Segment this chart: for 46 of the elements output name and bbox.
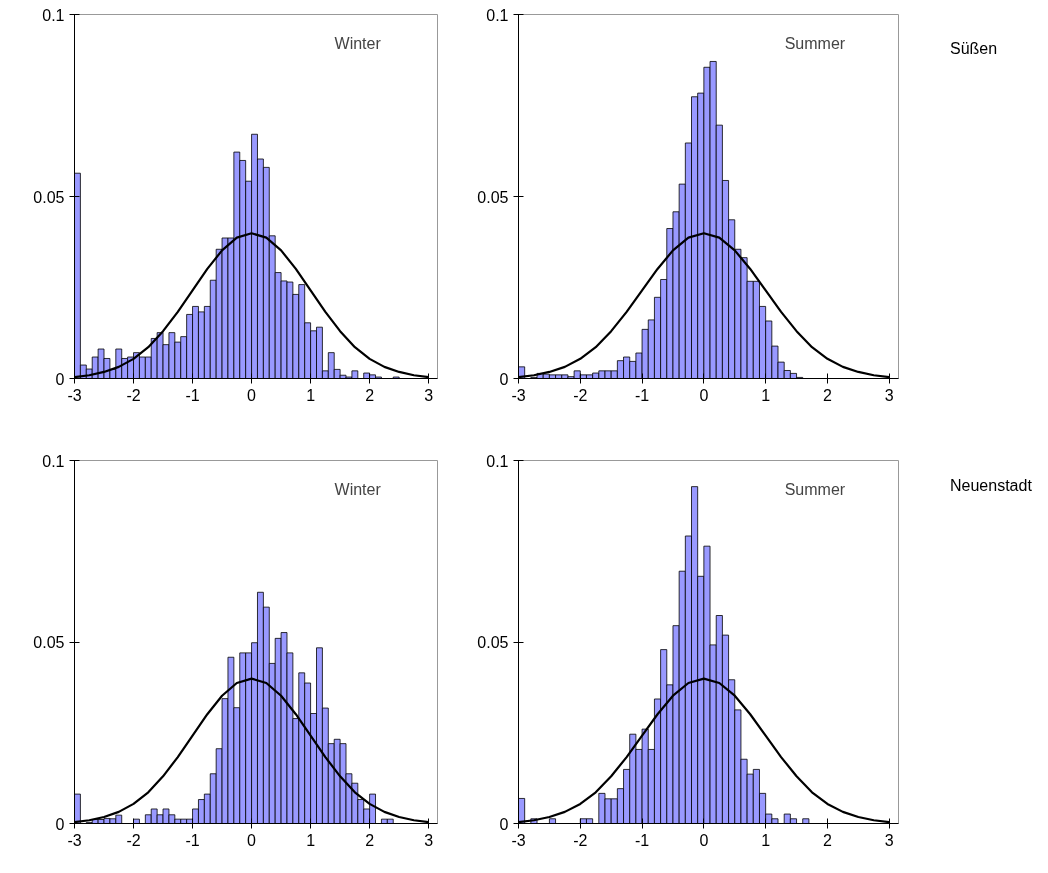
x-tick-label: -2 — [126, 386, 141, 404]
x-tick-label: 0 — [247, 831, 257, 849]
y-tick-label: 0.1 — [42, 452, 65, 470]
y-tick-label: 0 — [499, 370, 509, 388]
x-tick-label: 1 — [761, 386, 771, 404]
x-tick-label: -3 — [511, 831, 526, 849]
x-tick-label: -3 — [67, 386, 82, 404]
annotation: Winter — [334, 481, 382, 499]
x-tick-label: 2 — [822, 831, 832, 849]
x-tick-label: 1 — [306, 831, 316, 849]
x-tick-label: 3 — [424, 831, 434, 849]
x-tick-label: -2 — [573, 386, 588, 404]
x-tick-label: 3 — [884, 831, 894, 849]
text: Süßen — [950, 39, 998, 59]
x-tick-label: -1 — [634, 831, 650, 849]
text: Neuenstadt — [950, 476, 1032, 496]
annotation: Winter — [334, 35, 382, 53]
x-tick-label: -3 — [67, 831, 82, 849]
x-tick-label: 2 — [822, 386, 832, 404]
x-tick-label: -1 — [185, 386, 200, 404]
x-tick-label: -3 — [511, 386, 526, 404]
x-tick-label: 0 — [247, 386, 257, 404]
x-tick-label: 2 — [365, 386, 375, 404]
x-tick-label: 2 — [365, 831, 375, 849]
x-tick-label: 3 — [424, 386, 434, 404]
x-tick-label: 0 — [699, 831, 709, 849]
y-tick-label: 0.05 — [477, 634, 509, 651]
y-tick-label: 0 — [55, 815, 65, 833]
x-tick-label: -2 — [126, 831, 141, 849]
y-tick-label: 0.05 — [477, 188, 509, 206]
x-tick-label: -1 — [185, 831, 200, 849]
x-tick-label: 1 — [306, 386, 316, 404]
y-tick-label: 0.05 — [33, 634, 65, 651]
x-tick-label: 1 — [761, 831, 771, 849]
annotation: Summer — [784, 35, 846, 53]
x-tick-label: 3 — [884, 386, 894, 404]
annotation: Summer — [784, 481, 846, 499]
x-tick-label: 0 — [699, 386, 709, 404]
y-tick-label: 0 — [499, 815, 509, 833]
y-tick-label: 0.05 — [33, 188, 65, 206]
y-tick-label: 0.1 — [486, 6, 509, 24]
y-tick-label: 0.1 — [42, 6, 65, 24]
x-tick-label: -1 — [634, 386, 650, 404]
y-tick-label: 0 — [55, 370, 65, 388]
x-tick-label: -2 — [573, 831, 588, 849]
y-tick-label: 0.1 — [486, 452, 509, 470]
